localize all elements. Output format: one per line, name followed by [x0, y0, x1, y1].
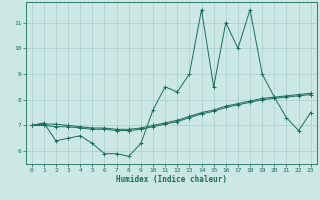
- X-axis label: Humidex (Indice chaleur): Humidex (Indice chaleur): [116, 175, 227, 184]
